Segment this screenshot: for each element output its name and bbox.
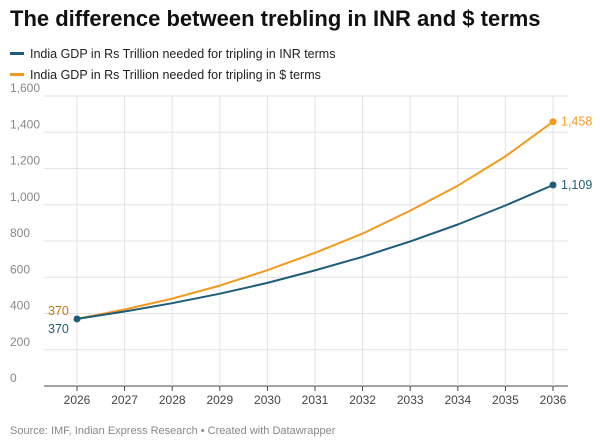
series-start-label-inr: 370 [48, 322, 69, 336]
x-tick-label: 2030 [254, 393, 281, 407]
series-start-point [73, 315, 81, 323]
source-note: Source: IMF, Indian Express Research • C… [10, 425, 336, 437]
x-tick-label: 2028 [159, 393, 186, 407]
y-tick-label: 0 [10, 371, 17, 385]
x-tick-label: 2033 [397, 393, 424, 407]
series-end-label-inr: 1,109 [561, 178, 592, 192]
y-tick-label: 1,600 [10, 81, 40, 95]
y-tick-label: 600 [10, 262, 30, 276]
legend-swatch-inr [10, 52, 24, 55]
series-end-point-inr [549, 181, 557, 189]
y-tick-label: 1,000 [10, 190, 40, 204]
legend-item-inr: India GDP in Rs Trillion needed for trip… [10, 43, 335, 64]
x-tick-label: 2026 [64, 393, 91, 407]
x-tick-label: 2027 [111, 393, 138, 407]
series-start-label-usd: 370 [48, 304, 69, 318]
x-tick-label: 2035 [492, 393, 519, 407]
y-tick-label: 1,400 [10, 117, 40, 131]
legend-swatch-usd [10, 73, 24, 76]
y-tick-label: 400 [10, 299, 30, 313]
y-tick-label: 200 [10, 335, 30, 349]
series-end-label-usd: 1,458 [561, 115, 592, 129]
x-tick-label: 2032 [349, 393, 376, 407]
series-end-point-usd [549, 118, 557, 126]
series-line-usd [76, 120, 554, 320]
x-tick-label: 2029 [206, 393, 233, 407]
y-tick-label: 1,200 [10, 154, 40, 168]
legend-item-usd: India GDP in Rs Trillion needed for trip… [10, 64, 335, 85]
x-tick-label: 2036 [540, 393, 567, 407]
legend-label-inr: India GDP in Rs Trillion needed for trip… [30, 46, 336, 61]
chart-title: The difference between trebling in INR a… [10, 6, 541, 31]
legend-label-usd: India GDP in Rs Trillion needed for trip… [30, 67, 321, 82]
x-tick-label: 2034 [444, 393, 471, 407]
x-tick-label: 2031 [302, 393, 329, 407]
y-tick-label: 800 [10, 226, 30, 240]
series-line-inr [76, 184, 554, 320]
legend: India GDP in Rs Trillion needed for trip… [10, 43, 335, 85]
